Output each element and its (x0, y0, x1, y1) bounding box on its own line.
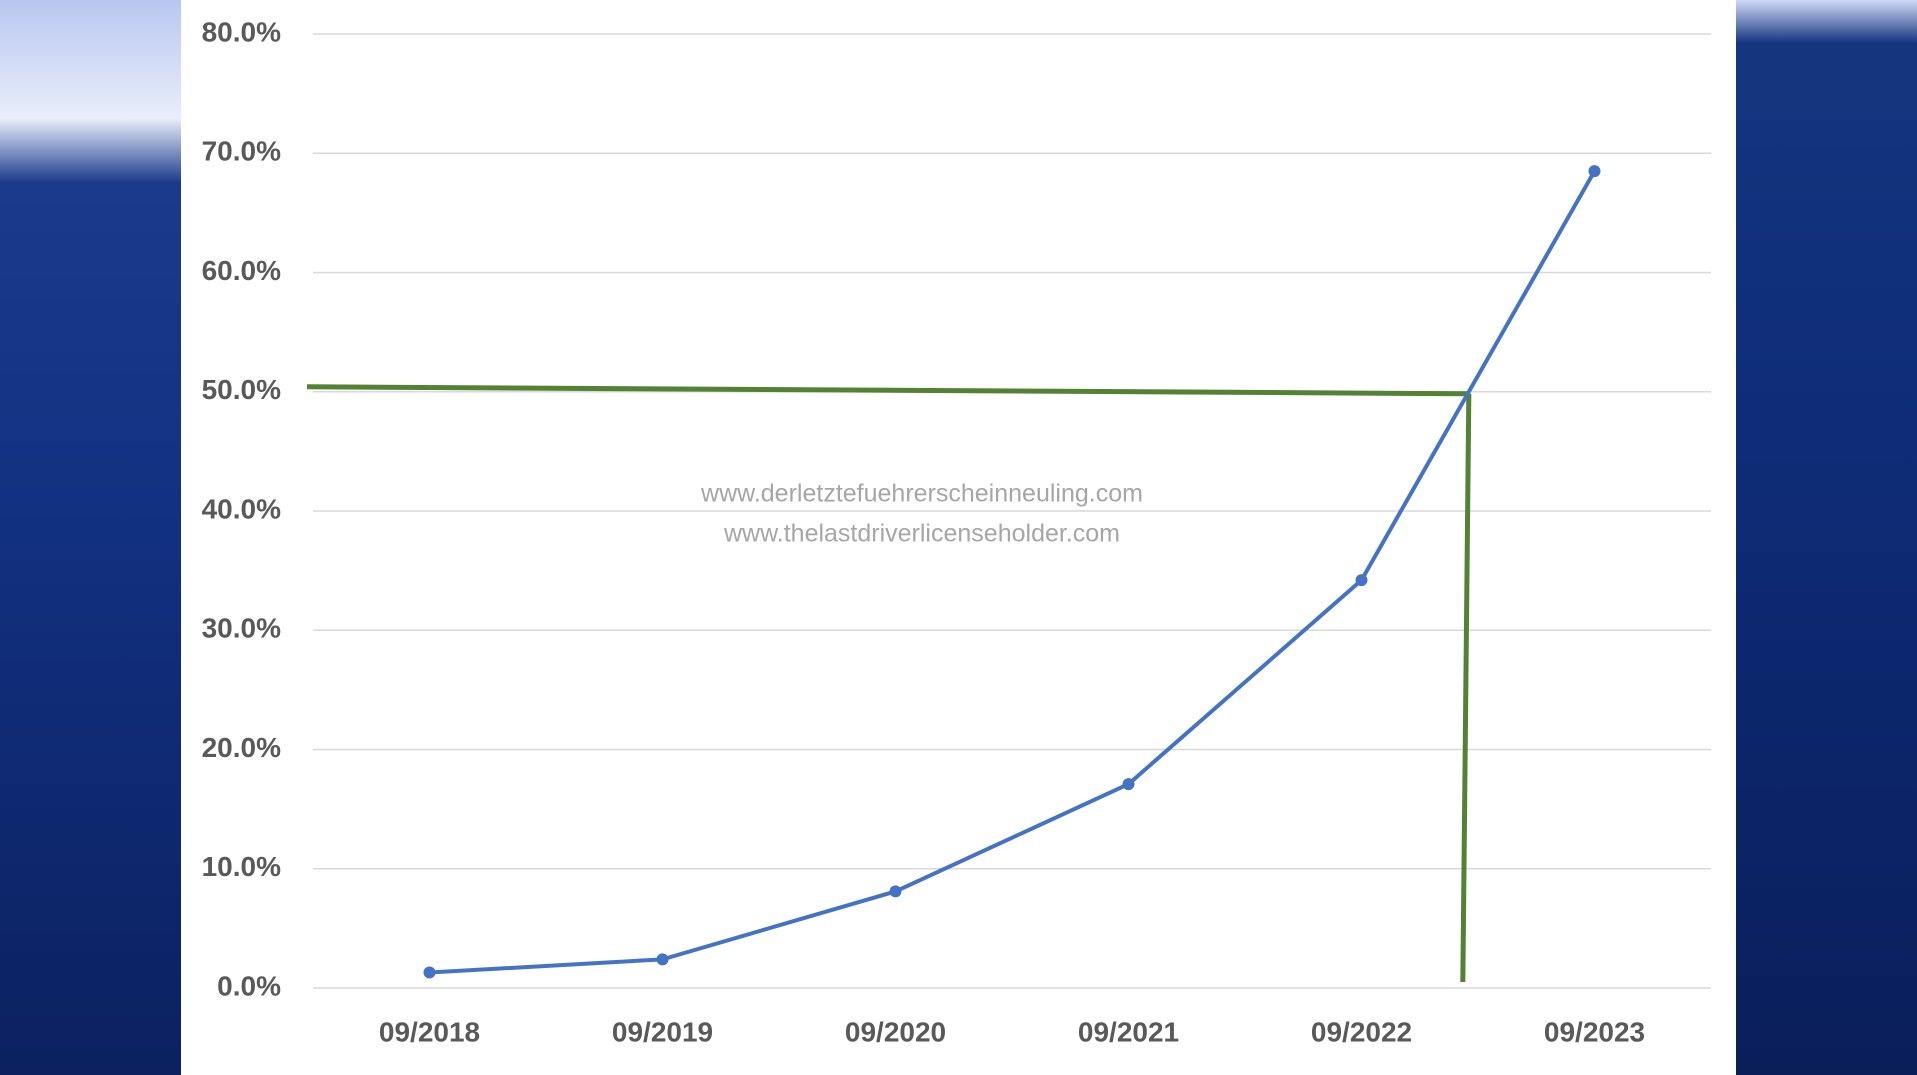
x-tick-label: 09/2022 (1311, 1016, 1412, 1047)
y-tick-label: 10.0% (202, 851, 281, 882)
y-tick-label: 80.0% (202, 16, 281, 47)
x-tick-label: 09/2018 (379, 1016, 480, 1047)
data-point (1123, 778, 1135, 790)
x-tick-label: 09/2021 (1078, 1016, 1179, 1047)
background-panel (1736, 0, 1917, 1075)
x-tick-label: 09/2023 (1544, 1016, 1645, 1047)
data-point (1589, 165, 1601, 177)
chart: www.derletztefuehrerscheinneuling.com ww… (181, 0, 1736, 1075)
x-tick-label: 09/2020 (845, 1016, 946, 1047)
page: www.derletztefuehrerscheinneuling.com ww… (0, 0, 1917, 1075)
y-tick-label: 60.0% (202, 255, 281, 286)
background-panel (0, 0, 181, 1075)
watermark: www.thelastdriverlicenseholder.com (723, 520, 1120, 548)
y-tick-label: 20.0% (202, 732, 281, 763)
y-tick-label: 50.0% (202, 374, 281, 405)
x-tick-label: 09/2019 (612, 1016, 713, 1047)
data-point (890, 885, 902, 897)
y-tick-label: 70.0% (202, 136, 281, 167)
watermark: www.derletztefuehrerscheinneuling.com (700, 480, 1143, 508)
data-point (424, 966, 436, 978)
y-tick-label: 40.0% (202, 493, 281, 524)
y-tick-label: 0.0% (217, 970, 281, 1001)
data-point (657, 953, 669, 965)
data-point (1356, 574, 1368, 586)
y-tick-label: 30.0% (202, 613, 281, 644)
